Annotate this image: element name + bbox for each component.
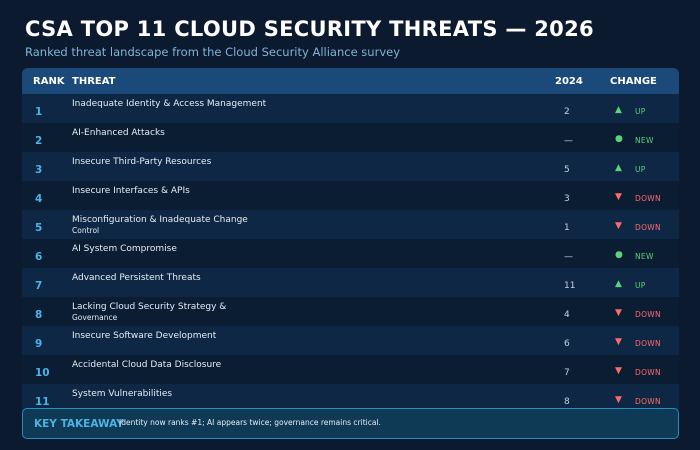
change-label: DOWN bbox=[635, 339, 661, 348]
threat-cell: AI System Compromise bbox=[72, 244, 177, 254]
prior-rank-cell: 7 bbox=[564, 368, 570, 378]
column-header-2024: 2024 bbox=[555, 76, 583, 87]
prior-rank-cell: 6 bbox=[564, 339, 570, 349]
rank-cell: 3 bbox=[35, 164, 43, 176]
down-arrow-icon: ▼ bbox=[615, 366, 622, 376]
threat-cell: Insecure Interfaces & APIs bbox=[72, 186, 190, 196]
rank-cell: 11 bbox=[35, 396, 50, 408]
table-row: 1 Inadequate Identity & Access Management… bbox=[22, 94, 679, 123]
rank-cell: 1 bbox=[35, 106, 43, 118]
threats-table: RANK THREAT 2024 CHANGE 1 Inadequate Iden… bbox=[22, 68, 679, 413]
change-label: UP bbox=[635, 165, 646, 174]
table-row: 4 Insecure Interfaces & APIs 3 ▼ DOWN bbox=[22, 181, 679, 210]
threat-cell: Inadequate Identity & Access Management bbox=[72, 99, 267, 109]
change-label: NEW bbox=[635, 252, 654, 261]
page-title: CSA TOP 11 CLOUD SECURITY THREATS — 2026 bbox=[25, 17, 594, 41]
down-arrow-icon: ▼ bbox=[615, 221, 622, 231]
column-header-rank: RANK bbox=[33, 76, 65, 87]
threat-cell: Lacking Cloud Security Strategy & bbox=[72, 302, 227, 312]
table-row: 9 Insecure Software Development 6 ▼ DOWN bbox=[22, 326, 679, 355]
up-arrow-icon: ▲ bbox=[615, 105, 622, 115]
rank-cell: 5 bbox=[35, 222, 43, 234]
change-label: DOWN bbox=[635, 194, 661, 203]
up-arrow-icon: ▲ bbox=[615, 163, 622, 173]
table-row: 8 Lacking Cloud Security Strategy & Govern… bbox=[22, 297, 679, 326]
change-label: UP bbox=[635, 281, 646, 290]
change-label: DOWN bbox=[635, 223, 661, 232]
new-dot-icon: ● bbox=[615, 250, 623, 260]
table-row: 7 Advanced Persistent Threats 11 ▲ UP bbox=[22, 268, 679, 297]
prior-rank-cell: — bbox=[564, 136, 573, 146]
change-label: DOWN bbox=[635, 397, 661, 406]
down-arrow-icon: ▼ bbox=[615, 337, 622, 347]
threat-cell: Insecure Third-Party Resources bbox=[72, 157, 212, 167]
threat-cell: AI-Enhanced Attacks bbox=[72, 128, 165, 138]
up-arrow-icon: ▲ bbox=[615, 279, 622, 289]
prior-rank-cell: 4 bbox=[564, 310, 570, 320]
prior-rank-cell: 8 bbox=[564, 397, 570, 407]
threat-cell: Misconfiguration & Inadequate Change bbox=[72, 215, 248, 225]
threat-cell: Accidental Cloud Data Disclosure bbox=[72, 360, 222, 370]
threat-cell: System Vulnerabilities bbox=[72, 389, 173, 399]
threat-cell-continued: Governance bbox=[72, 313, 118, 322]
prior-rank-cell: 5 bbox=[564, 165, 570, 175]
down-arrow-icon: ▼ bbox=[615, 192, 622, 202]
column-header-threat: THREAT bbox=[72, 76, 116, 87]
threat-cell: Advanced Persistent Threats bbox=[72, 273, 201, 283]
table-row: 10 Accidental Cloud Data Disclosure 7 ▼ DOWN bbox=[22, 355, 679, 384]
rank-cell: 4 bbox=[35, 193, 43, 205]
rank-cell: 9 bbox=[35, 338, 43, 350]
down-arrow-icon: ▼ bbox=[615, 395, 622, 405]
change-label: NEW bbox=[635, 136, 654, 145]
new-dot-icon: ● bbox=[615, 134, 623, 144]
rank-cell: 10 bbox=[35, 367, 50, 379]
threat-cell-continued: Control bbox=[72, 226, 100, 235]
change-label: DOWN bbox=[635, 368, 661, 377]
change-label: UP bbox=[635, 107, 646, 116]
change-label: DOWN bbox=[635, 310, 661, 319]
table-body: 1 Inadequate Identity & Access Management… bbox=[22, 94, 679, 413]
rank-cell: 8 bbox=[35, 309, 43, 321]
rank-cell: 7 bbox=[35, 280, 43, 292]
table-row: 6 AI System Compromise — ● NEW bbox=[22, 239, 679, 268]
prior-rank-cell: 11 bbox=[564, 281, 576, 291]
page-subtitle: Ranked threat landscape from the Cloud S… bbox=[25, 45, 401, 59]
table-row: 3 Insecure Third-Party Resources 5 ▲ UP bbox=[22, 152, 679, 181]
table-header: RANK THREAT 2024 CHANGE bbox=[22, 68, 679, 94]
prior-rank-cell: — bbox=[564, 252, 573, 262]
prior-rank-cell: 2 bbox=[564, 107, 570, 117]
table-row: 2 AI-Enhanced Attacks — ● NEW bbox=[22, 123, 679, 152]
table-row: 5 Misconfiguration & Inadequate Change Con… bbox=[22, 210, 679, 239]
key-takeaway-label: KEY TAKEAWAY bbox=[34, 418, 124, 430]
key-takeaway-text: Identity now ranks #1; AI appears twice;… bbox=[119, 418, 381, 427]
key-takeaway-box: KEY TAKEAWAY Identity now ranks #1; AI a… bbox=[22, 408, 679, 439]
down-arrow-icon: ▼ bbox=[615, 308, 622, 318]
column-header-change: CHANGE bbox=[610, 76, 657, 87]
prior-rank-cell: 3 bbox=[564, 194, 570, 204]
rank-cell: 6 bbox=[35, 251, 43, 263]
prior-rank-cell: 1 bbox=[564, 223, 570, 233]
rank-cell: 2 bbox=[35, 135, 43, 147]
threat-cell: Insecure Software Development bbox=[72, 331, 217, 341]
